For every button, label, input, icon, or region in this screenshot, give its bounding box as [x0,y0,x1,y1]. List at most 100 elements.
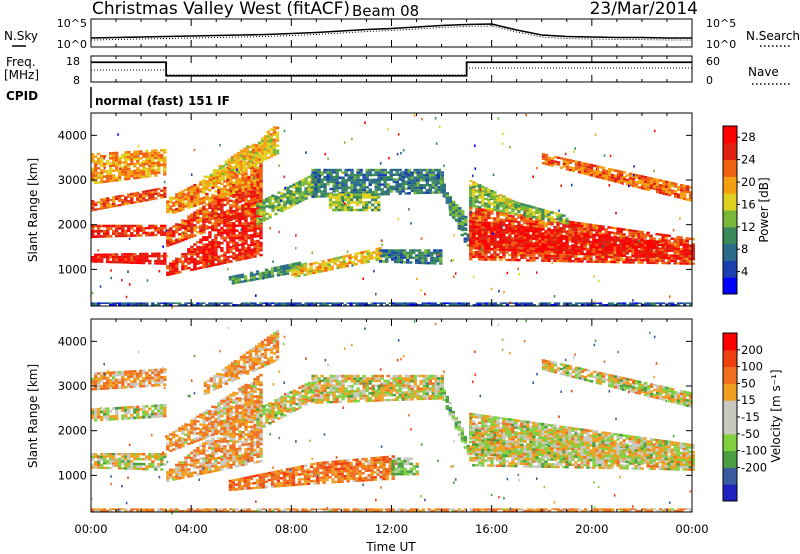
echo-cell [157,161,161,164]
echo-cell [469,199,473,202]
echo-cell [601,237,605,240]
echo-cell [553,248,557,252]
echo-cell [422,186,426,189]
echo-cell [448,196,452,199]
echo-cell [619,236,623,240]
echo-cell [514,237,518,240]
echo-cell [214,263,218,266]
echo-cell [455,211,459,215]
echo-cell [363,261,367,264]
echo-cell [203,186,208,189]
echo-cell [249,276,254,279]
echo-cell [378,252,382,256]
echo-cell [673,247,677,250]
echo-cell [366,257,370,261]
echo-cell [380,173,384,177]
echo-cell [142,173,146,176]
echo-cell [562,219,566,222]
echo-cell [689,191,693,194]
echo-cell [379,260,383,263]
echo-cell [595,253,599,256]
echo-cell [109,174,113,178]
echo-cell [464,215,468,219]
echo-cell [634,248,638,251]
echo-cell [637,243,641,246]
echo-cell [682,248,686,251]
echo-cell [263,135,268,138]
echo-cell [577,161,582,164]
echo-cell [193,213,197,217]
echo-cell [145,152,149,155]
echo-cell [238,180,242,183]
echo-cell [439,251,443,255]
echo-cell [505,199,509,202]
echo-cell [409,251,413,255]
echo-cell [127,255,131,259]
echo-cell [208,206,212,209]
echo-cell [424,249,428,252]
echo-cell [106,180,110,183]
echo-cell [375,253,379,256]
echo-cell [226,226,230,230]
echo-cell [368,201,372,204]
echo-cell [269,133,274,136]
echo-cell [274,212,278,216]
echo-cell [342,260,346,263]
echo-cell [332,187,336,191]
echo-cell [439,179,443,182]
echo-cell [652,247,656,250]
echo-cell [658,259,662,262]
echo-cell [347,179,351,182]
echo-cell [133,304,137,306]
echo-cell [239,152,244,155]
echo-cell [253,196,257,200]
echo-cell [592,248,596,251]
echo-cell [181,203,185,206]
echo-cell [202,266,206,269]
echo-cell [541,259,545,262]
echo-cell [136,255,140,258]
echo-cell [380,171,384,174]
echo-cell [544,257,548,260]
echo-cell [541,221,545,225]
echo-cell [655,181,660,184]
echo-cell [178,204,182,207]
echo-cell [547,159,552,162]
echo-cell [607,226,611,229]
echo-cell [499,248,503,251]
echo-cell [652,255,656,259]
echo-cell [238,251,242,254]
echo-cell [223,236,227,240]
echo-cell [529,220,533,223]
echo-cell [286,191,290,195]
echo-cell [655,261,659,265]
echo-cell [613,236,617,239]
echo-cell [286,302,290,304]
echo-cell [386,171,390,174]
echo-cell [298,185,302,188]
echo-cell [130,162,134,166]
echo-cell [511,232,515,235]
echo-cell [139,197,143,201]
echo-cell [172,197,176,200]
echo-cell [259,302,263,304]
echo-cell [580,169,585,172]
echo-cell [175,269,179,272]
echo-cell [166,203,170,206]
echo-cell [523,211,527,215]
echo-cell [371,190,375,194]
echo-cell [301,181,305,184]
echo-cell [217,217,221,221]
echo-cell [496,253,500,256]
echo-cell [259,214,263,218]
echo-cell [282,264,287,268]
echo-cell [245,166,250,169]
echo-cell [175,302,179,304]
echo-cell [580,235,584,238]
echo-cell [202,256,206,259]
echo-cell [427,254,431,257]
echo-cell [217,205,221,208]
echo-cell [226,246,230,249]
echo-cell [259,192,263,195]
echo-cell [112,176,116,180]
